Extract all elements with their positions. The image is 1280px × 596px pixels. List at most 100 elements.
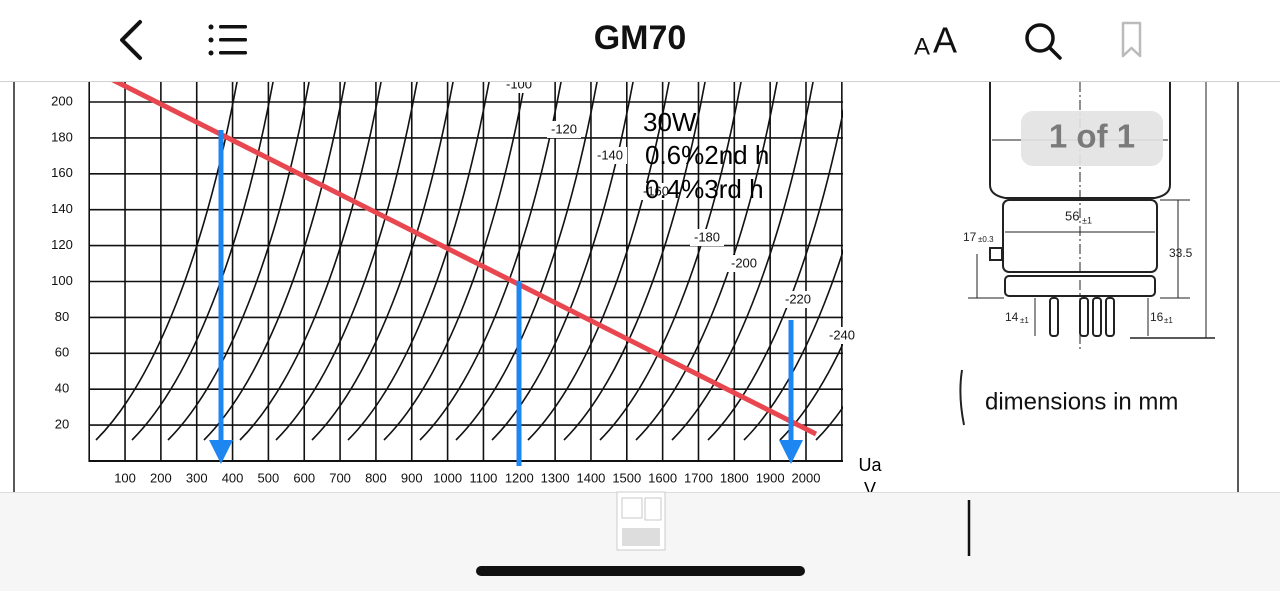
x-tick-label: 1400 xyxy=(576,470,605,485)
dim-tolerance: ±1 xyxy=(1082,215,1092,225)
y-tick-label: 160 xyxy=(51,165,73,180)
x-tick-label: 700 xyxy=(329,470,351,485)
grid-curve xyxy=(131,82,274,441)
x-tick-label: 1200 xyxy=(505,470,534,485)
curve-label: -240 xyxy=(829,327,855,342)
pin xyxy=(1105,297,1115,337)
curve-label-bg xyxy=(690,229,724,246)
thumb-art xyxy=(621,497,643,519)
x-tick-label: 900 xyxy=(401,470,423,485)
thumb-art xyxy=(622,528,660,546)
grid-curve xyxy=(563,82,706,441)
curve-label-bg xyxy=(593,147,627,164)
curve-label: -200 xyxy=(731,255,757,270)
blue-markers xyxy=(209,130,803,466)
contents-button[interactable] xyxy=(208,24,248,56)
search-button[interactable] xyxy=(1025,23,1062,60)
page-indicator-badge xyxy=(1021,111,1163,166)
x-tick-label: 1500 xyxy=(612,470,641,485)
x-tick-label: 800 xyxy=(365,470,387,485)
curve-label: -120 xyxy=(551,121,577,136)
curve-label-bg xyxy=(639,183,673,200)
grid-curve xyxy=(599,82,742,441)
bullet xyxy=(208,24,214,30)
page-thumbnail[interactable] xyxy=(616,491,666,551)
arrow-head xyxy=(209,440,233,464)
line xyxy=(219,51,247,55)
page-indicator: 1 of 1 xyxy=(1049,118,1135,155)
y-tick-label: 100 xyxy=(51,273,73,288)
pen-mark xyxy=(959,369,965,426)
y-tick-label: 20 xyxy=(55,417,69,432)
curve-label: -220 xyxy=(785,291,811,306)
y-tick-label: 180 xyxy=(51,129,73,144)
grid-curve xyxy=(635,82,778,441)
grid-curve xyxy=(347,82,490,441)
grid-curve xyxy=(455,82,598,441)
y-tick-label: 200 xyxy=(51,93,73,108)
tube-drawing xyxy=(959,82,1215,426)
x-tick-label: 1600 xyxy=(648,470,677,485)
grid-curve xyxy=(239,82,382,441)
dim-tolerance: ±0.3 xyxy=(978,235,994,244)
dim-value: 17 xyxy=(963,230,977,244)
y-tick-label: 80 xyxy=(55,309,69,324)
handle xyxy=(1048,46,1062,60)
bookmark-button[interactable] xyxy=(1121,21,1142,58)
pin xyxy=(1092,297,1102,337)
curve-label-bg xyxy=(781,291,815,308)
pin-key xyxy=(989,247,1003,261)
dimension-labels: 56 ±1 17 ±0.3 33.5 14 ±1 16 ±1 xyxy=(963,208,1193,325)
grid-curve xyxy=(275,82,418,441)
curve-label: -160 xyxy=(643,183,669,198)
back-button[interactable] xyxy=(120,20,142,60)
x-tick-label: 1000 xyxy=(433,470,462,485)
grid-curve xyxy=(779,341,843,441)
dimension-note: dimensions in mm xyxy=(985,388,1178,415)
arrow-head xyxy=(779,440,803,464)
thumb-art xyxy=(644,497,662,521)
lens xyxy=(1025,23,1055,53)
y-tick-label: 120 xyxy=(51,237,73,252)
load-line xyxy=(111,82,818,437)
x-tick-label: 600 xyxy=(293,470,315,485)
line xyxy=(219,25,247,29)
curve-label-bg xyxy=(727,255,761,272)
x-tick-label: 400 xyxy=(222,470,244,485)
dim-tolerance: ±1 xyxy=(1020,316,1029,325)
x-tick-label: 1700 xyxy=(684,470,713,485)
x-tick-label: 200 xyxy=(150,470,172,485)
large-a: A xyxy=(933,20,957,61)
dim-value: 33.5 xyxy=(1169,246,1193,260)
grid-curve xyxy=(527,82,670,441)
x-tick-label: 100 xyxy=(114,470,136,485)
grid-curve xyxy=(203,82,346,441)
bullet xyxy=(208,37,214,43)
bullet xyxy=(208,50,214,56)
chart-grid xyxy=(88,82,843,462)
dim-value: 16 xyxy=(1150,310,1164,324)
annotation: 0.6%2nd h xyxy=(645,140,769,170)
curve-label: -140 xyxy=(597,147,623,162)
curve-label-bg xyxy=(825,327,859,344)
line xyxy=(219,38,247,42)
grid-curve xyxy=(743,248,843,441)
dim-value: 14 xyxy=(1005,310,1019,324)
dim-tolerance: ±1 xyxy=(1164,316,1173,325)
x-tick-label: 1300 xyxy=(541,470,570,485)
document-title: GM70 xyxy=(594,19,687,57)
y-tick-label: 140 xyxy=(51,201,73,216)
y-tick-label: 40 xyxy=(55,381,69,396)
annotation: 0.4%3rd h xyxy=(645,174,764,204)
grid-curve xyxy=(671,82,814,441)
x-axis-label: Ua xyxy=(858,455,882,475)
x-tick-label: 1100 xyxy=(469,470,497,485)
x-tick-label: 1900 xyxy=(756,470,785,485)
grid-curve xyxy=(311,82,454,441)
dim-value: 56 xyxy=(1065,208,1079,223)
curve-label: -180 xyxy=(694,229,720,244)
text-size-button[interactable]: A A xyxy=(914,20,957,61)
small-a: A xyxy=(914,33,930,60)
